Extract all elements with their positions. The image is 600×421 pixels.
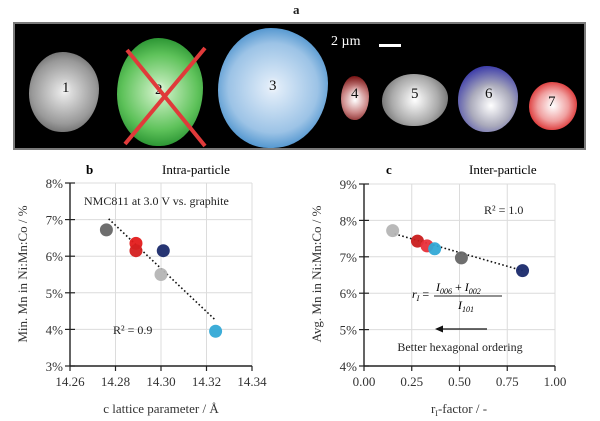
data-point: [428, 242, 442, 256]
arrow-left-icon: [435, 325, 487, 333]
y-tick-label: 3%: [46, 359, 64, 374]
y-tick-label: 8%: [46, 176, 64, 191]
data-point: [454, 251, 468, 265]
chart-c-panel-label: c: [386, 162, 392, 177]
x-tick-label: 14.34: [237, 374, 267, 389]
formula-lhs: r: [412, 287, 417, 301]
x-tick-label: 0.00: [353, 374, 376, 389]
x-tick-label: 14.26: [55, 374, 85, 389]
particle-6-number: 6: [485, 86, 493, 102]
x-tick-label: 14.28: [101, 374, 130, 389]
chart-c-axes: [363, 184, 555, 367]
x-tick-label: 0.50: [448, 374, 471, 389]
particle-1: [29, 52, 99, 132]
data-point: [516, 264, 530, 278]
x-tick-label: 0.75: [496, 374, 519, 389]
chart-b-intra-particle: 14.26 14.28 14.30 14.32 14.343%4%5%6%7%8% b …: [15, 162, 267, 416]
data-point: [99, 223, 113, 237]
chart-b-ylabel: Min. Mn in Ni:Mn:Co / %: [15, 205, 30, 342]
chart-b-trendline: [108, 218, 217, 321]
formula-den-sub: 101: [462, 305, 474, 314]
y-tick-label: 8%: [340, 213, 358, 228]
chart-c-trendline: [394, 233, 523, 272]
x-tick-label: 0.25: [400, 374, 423, 389]
chart-c-arrow-label: Better hexagonal ordering: [397, 340, 522, 354]
particle-7: [529, 82, 577, 130]
chart-c-ticks: 0.00 0.25 0.50 0.75 1.00 4% 5% 6% 7% 8% 9%: [340, 177, 567, 389]
svg-text:I101: I101: [457, 298, 474, 314]
chart-c-title: Inter-particle: [469, 162, 537, 177]
exclusion-cross-icon: [123, 46, 207, 148]
particle-5: [382, 74, 448, 126]
particle-7-number: 7: [548, 94, 556, 110]
y-tick-label: 9%: [340, 177, 358, 192]
data-point: [209, 324, 223, 338]
chart-c-grid: [364, 183, 556, 366]
formula-lhs-sub: I: [416, 294, 420, 303]
chart-c-formula: rI = I006 + I002 I101: [412, 280, 502, 314]
data-point: [129, 244, 143, 258]
particle-6: [458, 66, 518, 132]
y-tick-label: 7%: [340, 250, 358, 265]
chart-b-points: [99, 223, 223, 338]
y-tick-label: 7%: [46, 213, 64, 228]
chart-b-ticks: 14.26 14.28 14.30 14.32 14.34 3% 4% 5% 6% 7% 8%: [46, 176, 267, 389]
x-tick-label: 14.32: [192, 374, 221, 389]
y-tick-label: 5%: [46, 286, 64, 301]
chart-b-title: Intra-particle: [162, 162, 230, 177]
particle-4: [341, 76, 369, 120]
chart-b-r2-label: R² = 0.9: [113, 323, 152, 337]
chart-b-xlabel: c lattice parameter / Å: [103, 401, 219, 416]
particle-3-number: 3: [269, 78, 277, 94]
particle-5-number: 5: [411, 86, 419, 102]
particle-image-panel: 1 2 3 4 5 6 7 2 µm: [13, 22, 586, 150]
panel-a-label: a: [293, 2, 300, 17]
formula-num-a-sub: 006: [440, 287, 452, 296]
formula-plus: +: [455, 280, 462, 294]
scale-bar-label: 2 µm: [331, 34, 361, 49]
y-tick-label: 5%: [340, 323, 358, 338]
chart-b-annotation: NMC811 at 3.0 V vs. graphite: [84, 194, 229, 208]
data-point: [154, 268, 168, 281]
chart-c-r2-label: R² = 1.0: [484, 203, 523, 217]
y-tick-label: 6%: [46, 249, 64, 264]
data-point: [156, 244, 170, 258]
chart-c-points: [386, 224, 530, 278]
particle-1-number: 1: [62, 80, 70, 96]
svg-text:I006+I002: I006 + I002: [435, 280, 481, 296]
y-tick-label: 4%: [46, 322, 64, 337]
formula-num-b-sub: 002: [469, 287, 481, 296]
data-point: [410, 234, 424, 248]
y-tick-label: 4%: [340, 359, 358, 374]
formula-num-a: I: [435, 280, 441, 294]
data-point: [420, 239, 434, 253]
particle-3: [218, 28, 328, 148]
x-tick-label: 14.30: [146, 374, 175, 389]
chart-c-xlabel: rI-factor / -: [431, 401, 487, 418]
svg-text:rI=: rI =: [412, 287, 429, 303]
data-point: [386, 224, 400, 238]
x-tick-label: 1.00: [544, 374, 567, 389]
chart-c-ylabel: Avg. Mn in Ni:Mn:Co / %: [309, 205, 324, 342]
formula-den: I: [457, 298, 463, 312]
formula-eq: =: [422, 287, 429, 301]
chart-b-panel-label: b: [86, 162, 93, 177]
y-tick-label: 6%: [340, 286, 358, 301]
formula-num-b: I: [464, 280, 470, 294]
particle-4-number: 4: [351, 86, 359, 102]
scale-bar: [379, 44, 401, 47]
